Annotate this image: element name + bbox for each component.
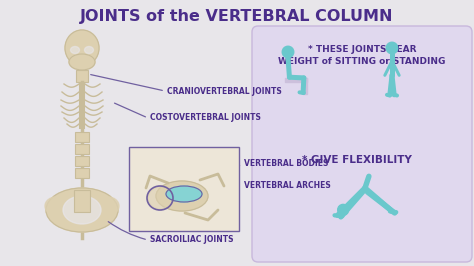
Ellipse shape — [97, 197, 119, 215]
Ellipse shape — [156, 181, 208, 211]
Ellipse shape — [71, 47, 80, 53]
Bar — [75, 168, 89, 178]
Circle shape — [337, 204, 348, 215]
Circle shape — [282, 46, 294, 58]
Circle shape — [386, 42, 398, 54]
Ellipse shape — [166, 186, 202, 202]
Ellipse shape — [45, 197, 67, 215]
Bar — [303, 78, 307, 94]
Bar — [75, 144, 89, 154]
Ellipse shape — [46, 188, 118, 232]
Text: SACROILIAC JOINTS: SACROILIAC JOINTS — [150, 235, 234, 244]
Text: * THESE JOINTS BEAR: * THESE JOINTS BEAR — [308, 44, 416, 53]
Text: COSTOVERTEBRAL JOINTS: COSTOVERTEBRAL JOINTS — [150, 114, 261, 123]
Bar — [76, 70, 88, 82]
Text: WEIGHT of SITTING or STANDING: WEIGHT of SITTING or STANDING — [278, 56, 446, 65]
FancyBboxPatch shape — [129, 147, 239, 231]
Ellipse shape — [84, 47, 93, 53]
Bar — [75, 156, 89, 166]
Ellipse shape — [65, 30, 99, 66]
Bar — [285, 78, 307, 81]
Bar — [74, 190, 90, 212]
Text: JOINTS of the VERTEBRAL COLUMN: JOINTS of the VERTEBRAL COLUMN — [80, 9, 394, 23]
Text: * GIVE FLEXIBILITY: * GIVE FLEXIBILITY — [302, 155, 412, 165]
Text: VERTEBRAL ARCHES: VERTEBRAL ARCHES — [244, 181, 331, 190]
Text: VERTEBRAL BODIES: VERTEBRAL BODIES — [244, 160, 328, 168]
Bar — [75, 132, 89, 142]
Ellipse shape — [69, 54, 95, 70]
Ellipse shape — [148, 187, 172, 209]
FancyBboxPatch shape — [252, 26, 472, 262]
Ellipse shape — [63, 196, 101, 224]
Text: CRANIOVERTEBRAL JOINTS: CRANIOVERTEBRAL JOINTS — [167, 86, 282, 95]
